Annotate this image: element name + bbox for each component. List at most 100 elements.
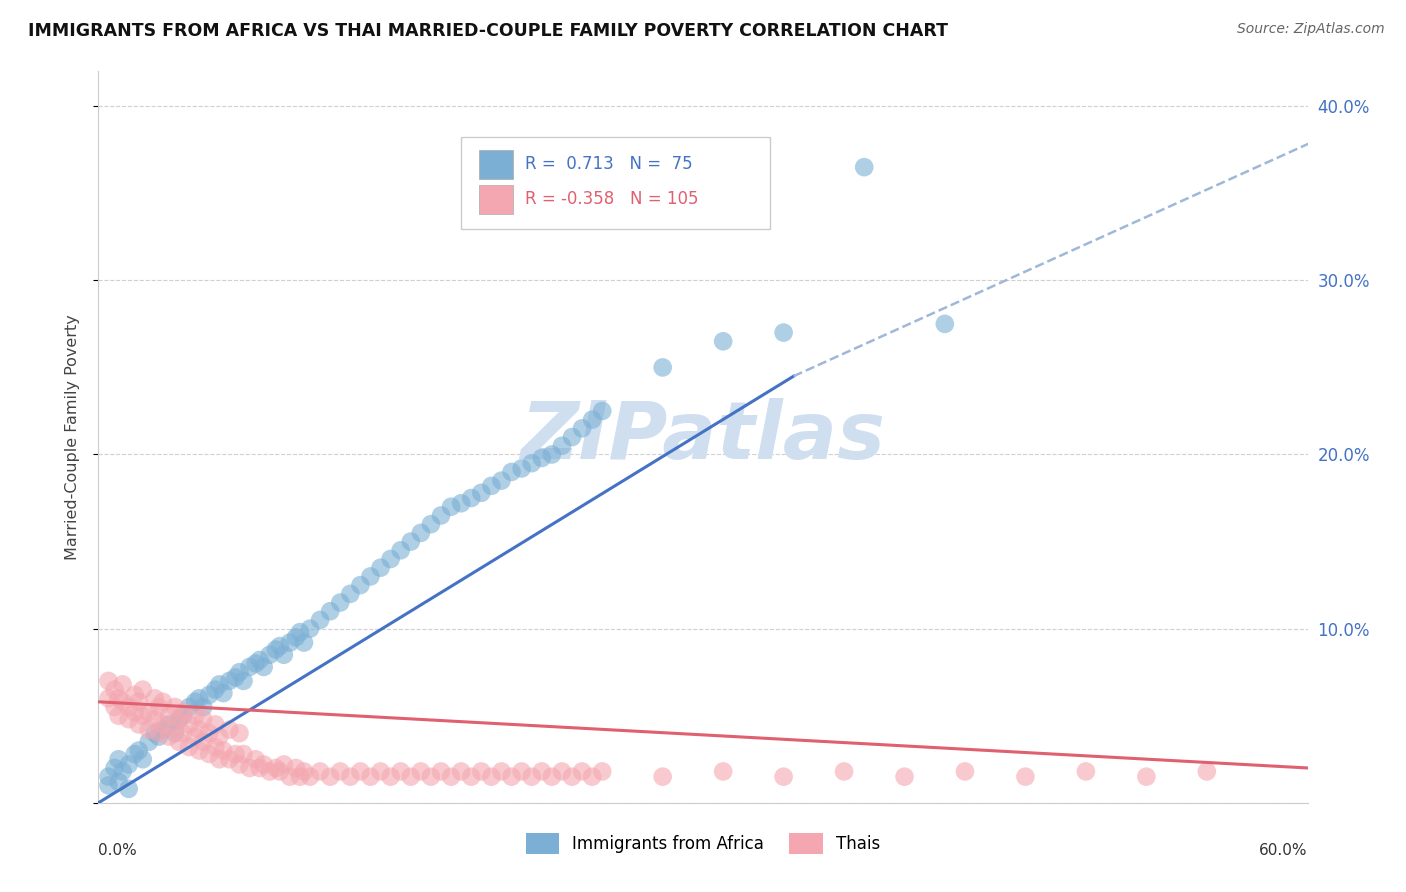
Point [157, 708, 180, 723]
Point [551, 764, 574, 779]
Point [399, 534, 422, 549]
Point [212, 686, 235, 700]
Point [360, 770, 382, 784]
Point [152, 717, 174, 731]
Point [107, 752, 129, 766]
Point [581, 770, 603, 784]
Point [118, 700, 141, 714]
Point [224, 670, 246, 684]
Point [249, 761, 271, 775]
Point [188, 723, 211, 737]
Point [157, 730, 180, 744]
Point [288, 770, 311, 784]
Y-axis label: Married-Couple Family Poverty: Married-Couple Family Poverty [65, 314, 80, 560]
Point [124, 747, 146, 761]
Point [198, 726, 221, 740]
Point [651, 360, 673, 375]
Text: Source: ZipAtlas.com: Source: ZipAtlas.com [1237, 22, 1385, 37]
Point [491, 474, 513, 488]
Point [232, 747, 254, 761]
Point [148, 726, 170, 740]
Point [204, 682, 226, 697]
Point [184, 730, 207, 744]
Point [97, 673, 120, 688]
Point [118, 712, 141, 726]
Point [430, 508, 453, 523]
Point [772, 326, 794, 340]
Point [460, 770, 482, 784]
Point [204, 717, 226, 731]
Point [103, 761, 125, 775]
Point [259, 764, 281, 779]
Point [329, 595, 352, 609]
Point [711, 334, 734, 349]
Point [571, 764, 593, 779]
Point [551, 439, 574, 453]
Text: R =  0.713   N =  75: R = 0.713 N = 75 [526, 155, 693, 173]
Point [319, 604, 342, 618]
Point [269, 764, 291, 779]
Point [561, 770, 583, 784]
Point [198, 688, 221, 702]
Point [128, 695, 150, 709]
Point [309, 613, 332, 627]
Point [118, 757, 141, 772]
Point [167, 735, 190, 749]
Point [711, 764, 734, 779]
Point [510, 461, 533, 475]
Point [118, 781, 141, 796]
Point [97, 778, 120, 792]
Point [157, 717, 180, 731]
Point [148, 730, 170, 744]
Point [510, 764, 533, 779]
Legend: Immigrants from Africa, Thais: Immigrants from Africa, Thais [519, 827, 887, 860]
Point [440, 500, 463, 514]
Text: IMMIGRANTS FROM AFRICA VS THAI MARRIED-COUPLE FAMILY POVERTY CORRELATION CHART: IMMIGRANTS FROM AFRICA VS THAI MARRIED-C… [28, 22, 948, 40]
Point [264, 761, 287, 775]
Point [163, 700, 186, 714]
Point [107, 708, 129, 723]
Point [540, 770, 562, 784]
Point [430, 764, 453, 779]
Point [228, 757, 250, 772]
Point [107, 691, 129, 706]
Point [224, 747, 246, 761]
Point [152, 723, 174, 737]
Point [339, 770, 361, 784]
FancyBboxPatch shape [461, 137, 769, 228]
Point [292, 764, 315, 779]
Text: 0.0%: 0.0% [98, 843, 138, 858]
Point [370, 764, 392, 779]
Point [188, 743, 211, 757]
Point [103, 700, 125, 714]
Point [167, 712, 190, 726]
Point [148, 700, 170, 714]
Point [651, 770, 673, 784]
Point [380, 552, 402, 566]
Point [245, 657, 267, 671]
Point [481, 479, 503, 493]
Point [132, 708, 155, 723]
Point [111, 677, 134, 691]
Point [420, 517, 443, 532]
Point [253, 660, 276, 674]
Point [581, 412, 603, 426]
Point [97, 770, 120, 784]
Point [253, 757, 276, 772]
Point [591, 764, 613, 779]
Point [163, 726, 186, 740]
Point [278, 770, 301, 784]
Point [299, 770, 322, 784]
Point [339, 587, 361, 601]
Point [389, 543, 412, 558]
Point [179, 740, 201, 755]
Point [530, 450, 553, 465]
Point [450, 764, 472, 779]
Point [501, 465, 523, 479]
Point [228, 665, 250, 680]
Point [360, 569, 382, 583]
Point [591, 404, 613, 418]
Point [132, 682, 155, 697]
Point [329, 764, 352, 779]
Point [128, 743, 150, 757]
